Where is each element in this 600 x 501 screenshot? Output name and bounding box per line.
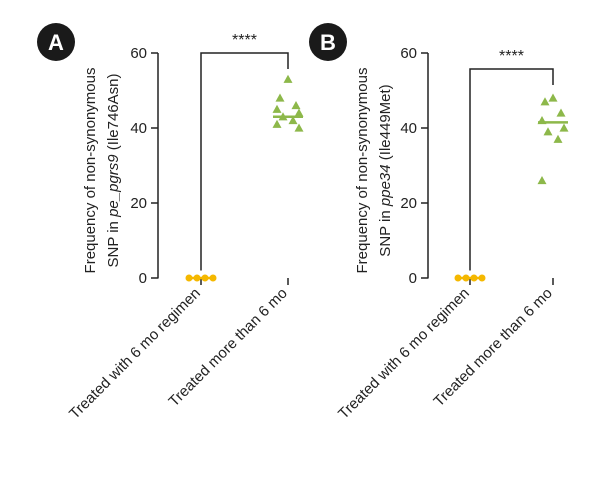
y-axis-label-line-1: Frequency of non-synonymous — [82, 68, 99, 274]
panel-a: 0 20 40 60 Frequency of non-synonymous SNP in… — [37, 23, 304, 423]
badge-letter: A — [48, 30, 64, 55]
data-point — [540, 97, 550, 106]
y-axis-label-gene: pe_pgrs9 — [105, 154, 122, 218]
data-point — [294, 108, 304, 117]
y-axis-label-gene: ppe34 — [377, 164, 394, 207]
badge-letter: B — [320, 30, 336, 55]
data-point — [556, 108, 566, 117]
y-axis-label-line-2: SNP in pe_pgrs9 (Ile746Asn) — [105, 73, 122, 267]
y-tick-label: 20 — [130, 195, 147, 212]
panel-b: 0 20 40 60 Frequency of non-synonymous SNP in… — [309, 23, 569, 423]
y-axis-label-line-1: Frequency of non-synonymous — [354, 68, 371, 274]
significance-label: **** — [499, 48, 524, 65]
data-point — [537, 176, 547, 185]
data-point — [548, 93, 558, 102]
y-axis-label-text: (Ile449Met) — [377, 84, 394, 164]
y-axis-label-text: (Ile746Asn) — [105, 73, 122, 154]
y-tick-label: 60 — [130, 45, 147, 62]
badge-circle — [309, 23, 347, 61]
y-axis-label-text: SNP in — [377, 206, 394, 257]
y-tick-label: 60 — [400, 45, 417, 62]
significance-bracket — [469, 68, 554, 271]
y-tick-label: 0 — [409, 270, 417, 287]
data-point — [291, 101, 301, 110]
data-point — [272, 104, 282, 113]
x-category-label: Treated with 6 mo regimen — [335, 285, 473, 423]
y-axis-label-text: SNP in — [105, 217, 122, 268]
data-point — [272, 119, 282, 128]
y-tick-label: 40 — [400, 120, 417, 137]
data-point — [288, 116, 298, 125]
data-point — [275, 93, 285, 102]
badge-circle — [37, 23, 75, 61]
y-axis-label-text: Frequency of non-synonymous — [82, 68, 99, 274]
y-tick-label: 20 — [400, 195, 417, 212]
y-axis-label-line-2: SNP in ppe34 (Ile449Met) — [377, 84, 394, 256]
data-point — [543, 127, 553, 136]
y-tick-label: 0 — [139, 270, 147, 287]
data-point — [283, 74, 293, 83]
data-point — [294, 123, 304, 132]
panel-badge: A — [37, 23, 75, 61]
data-point — [553, 134, 563, 143]
panel-badge: B — [309, 23, 347, 61]
y-axis-label-text: Frequency of non-synonymous — [354, 68, 371, 274]
y-tick-label: 40 — [130, 120, 147, 137]
significance-bracket — [200, 52, 289, 271]
significance-label: **** — [232, 32, 257, 49]
data-point — [559, 123, 569, 132]
